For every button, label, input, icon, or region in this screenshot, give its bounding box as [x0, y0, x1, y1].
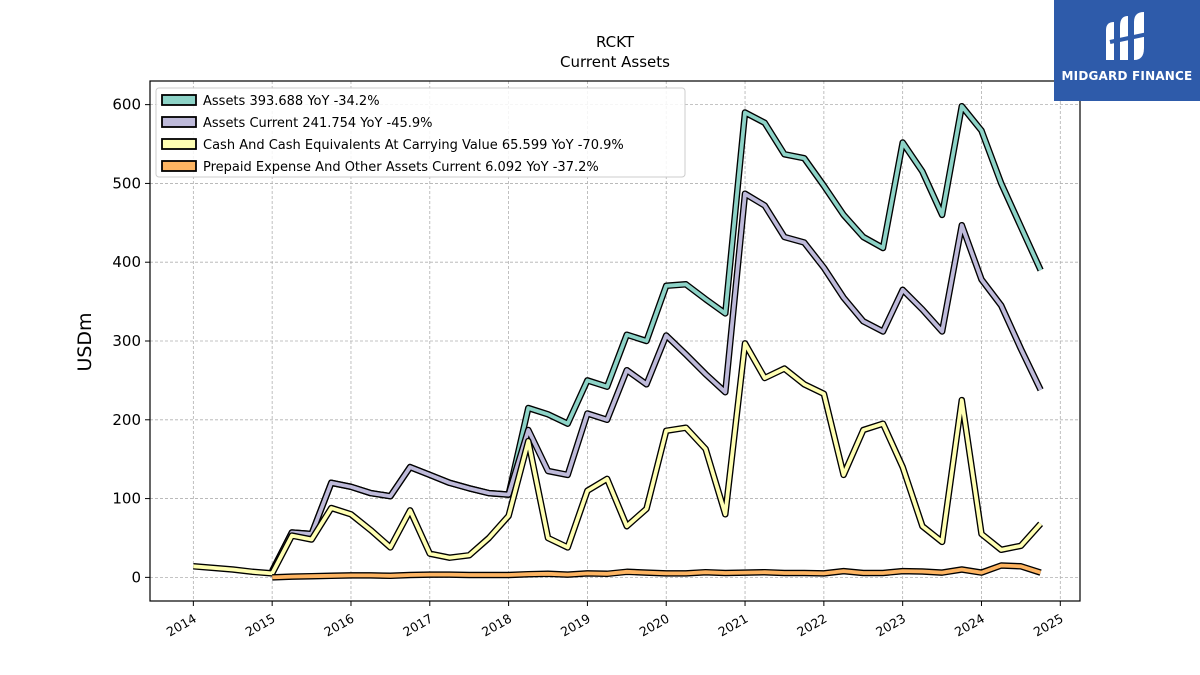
midgard-m-icon — [1106, 12, 1149, 60]
legend-swatch-0 — [161, 94, 197, 106]
x-tick-label: 2023 — [873, 611, 908, 640]
legend-label-3: Prepaid Expense And Other Assets Current… — [203, 160, 599, 175]
brand-logo: MIDGARD FINANCE — [1054, 0, 1200, 101]
x-tick-label: 2018 — [479, 611, 514, 640]
legend-swatch-1 — [161, 116, 197, 128]
legend-label-2: Cash And Cash Equivalents At Carrying Va… — [203, 138, 624, 153]
legend-box — [155, 87, 686, 178]
y-tick-label: 100 — [112, 490, 141, 508]
legend-label-1: Assets Current 241.754 YoY -45.9% — [203, 116, 433, 131]
x-tick-label: 2017 — [400, 611, 435, 640]
series-outline-1 — [269, 190, 1044, 573]
chart-subtitle: Current Assets — [560, 53, 670, 71]
y-tick-label: 0 — [131, 568, 141, 586]
x-tick-label: 2021 — [715, 611, 750, 640]
brand-name: MIDGARD FINANCE — [1061, 69, 1193, 83]
legend: Assets 393.688 YoY -34.2% Assets Current … — [155, 87, 686, 178]
series-line-1 — [270, 191, 1043, 572]
x-tick-label: 2016 — [321, 611, 356, 640]
x-tick-label: 2024 — [952, 611, 987, 640]
x-tick-label: 2014 — [164, 611, 199, 640]
legend-label-0: Assets 393.688 YoY -34.2% — [203, 94, 380, 109]
chart-title: RCKT — [596, 33, 635, 51]
x-tick-label: 2020 — [637, 611, 672, 640]
series-outline-2 — [193, 340, 1044, 577]
x-tick-label: 2015 — [243, 611, 278, 640]
y-tick-label: 300 — [112, 332, 141, 350]
series-line-3 — [272, 563, 1042, 580]
legend-swatch-3 — [161, 160, 197, 172]
legend-swatch-2 — [161, 138, 197, 150]
y-tick-label: 400 — [112, 253, 141, 271]
y-axis-label: USDm — [74, 312, 96, 371]
y-tick-label: 500 — [112, 174, 141, 192]
series-group — [193, 102, 1044, 581]
x-tick-label: 2019 — [558, 611, 593, 640]
y-tick-label: 200 — [112, 411, 141, 429]
series-line-2 — [193, 341, 1043, 576]
y-tick-label: 600 — [112, 96, 141, 114]
x-tick-label: 2022 — [794, 611, 829, 640]
x-tick-label: 2025 — [1031, 611, 1066, 640]
